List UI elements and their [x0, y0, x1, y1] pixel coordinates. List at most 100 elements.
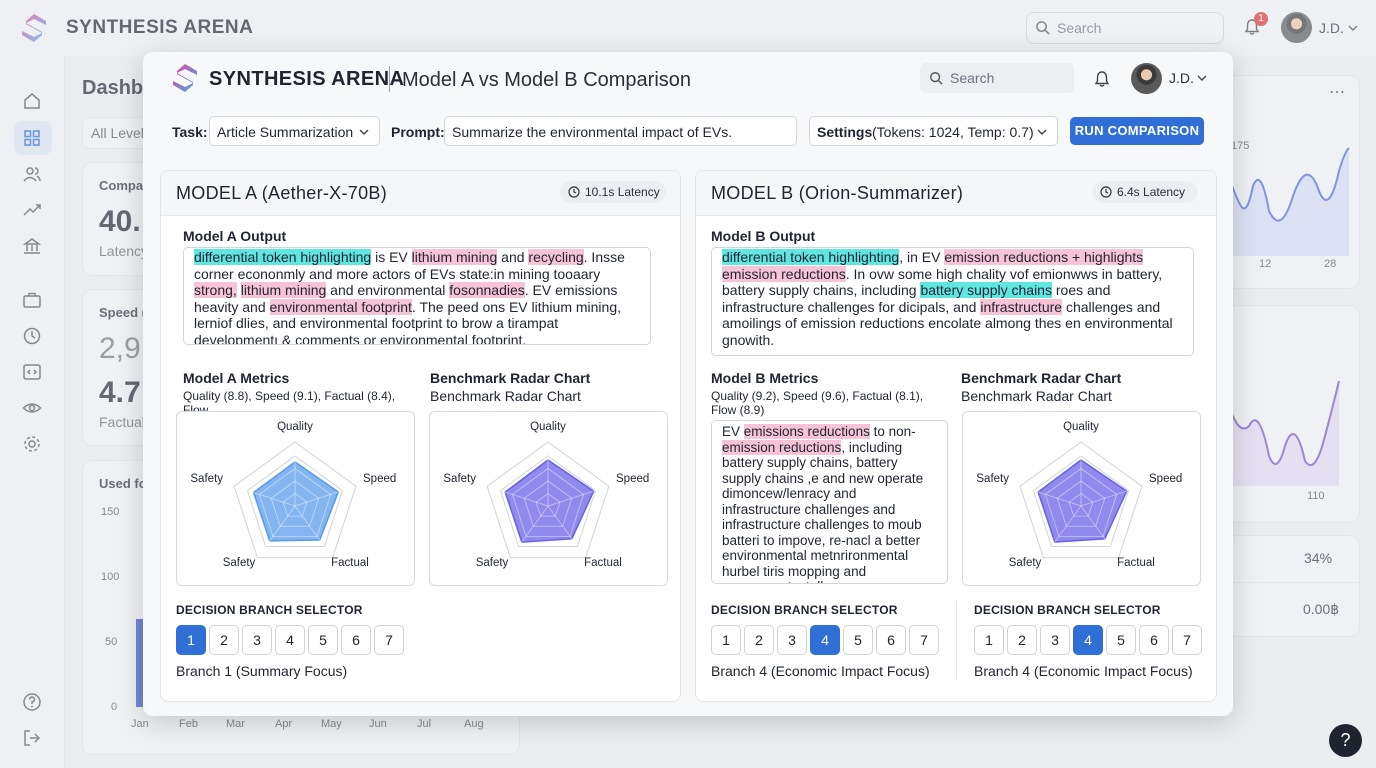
- model-a-branch-text: Branch 1 (Summary Focus): [176, 663, 348, 679]
- radar-axis-label: Safety: [1009, 557, 1042, 569]
- radar-axis-label: Safety: [190, 473, 223, 485]
- radar-grid-ring: [486, 441, 610, 559]
- model-b-branch2-text: Branch 4 (Economic Impact Focus): [974, 663, 1193, 679]
- branch-button-2[interactable]: 2: [209, 625, 239, 655]
- x-tick: Apr: [275, 718, 293, 730]
- branch-button-7[interactable]: 7: [374, 625, 404, 655]
- title-divider: [389, 66, 390, 92]
- x-tick: Jun: [369, 718, 387, 730]
- eye-icon[interactable]: [22, 398, 42, 418]
- x-tick: Feb: [179, 718, 198, 730]
- notification-badge: 1: [1254, 12, 1268, 26]
- model-b-output-textarea[interactable]: differential token highlighting, in EV e…: [711, 247, 1194, 356]
- logout-icon[interactable]: [22, 728, 42, 748]
- user-name[interactable]: J.D.: [1319, 20, 1344, 36]
- highlighted-token: strong,: [194, 282, 237, 298]
- more-icon[interactable]: ⋯: [1329, 84, 1345, 101]
- task-label: Task:: [172, 124, 208, 140]
- branch-button-3[interactable]: 3: [242, 625, 272, 655]
- branch-button-1[interactable]: 1: [711, 625, 741, 655]
- output-text: . In ovw some high chality vof emionwws …: [722, 265, 1163, 299]
- branch-button-5[interactable]: 5: [843, 625, 873, 655]
- branch-button-2[interactable]: 2: [744, 625, 774, 655]
- prompt-input[interactable]: Summarize the environmental impact of EV…: [444, 116, 797, 146]
- user-name[interactable]: J.D.: [1169, 70, 1194, 86]
- clock-icon: [568, 186, 580, 198]
- y-tick: 100: [101, 571, 120, 583]
- radar-axis-line: [294, 490, 343, 507]
- model-a-output-textarea[interactable]: differential token highlighting is EV li…: [183, 247, 651, 345]
- code-icon[interactable]: [22, 362, 42, 382]
- radar-axis-line: [1080, 505, 1111, 547]
- modal-search-input[interactable]: Search: [920, 63, 1074, 93]
- chevron-down-icon[interactable]: [1348, 24, 1358, 32]
- model-a-benchmark-radar-chart: Quality Speed Factual Safety Safety: [443, 421, 649, 569]
- branch-button-7[interactable]: 7: [909, 625, 939, 655]
- clock-icon[interactable]: [22, 326, 42, 346]
- branch-button-5[interactable]: 5: [1106, 625, 1136, 655]
- card-label: Speed (: [99, 305, 146, 320]
- branch-button-4[interactable]: 4: [1073, 625, 1103, 655]
- highlighted-token: battery supply chains: [920, 282, 1052, 298]
- settings-select[interactable]: Settings (Tokens: 1024, Temp: 0.7): [809, 116, 1058, 146]
- x-tick: Jan: [131, 718, 149, 730]
- users-icon[interactable]: [22, 164, 42, 184]
- branch-button-3[interactable]: 3: [777, 625, 807, 655]
- trend-line: [1229, 147, 1350, 256]
- avatar[interactable]: [1281, 12, 1312, 43]
- branch-button-1[interactable]: 1: [176, 625, 206, 655]
- branch-button-2[interactable]: 2: [1007, 625, 1037, 655]
- help-button[interactable]: ?: [1329, 724, 1362, 757]
- radar-grid-ring: [1019, 441, 1143, 559]
- grid-icon[interactable]: [22, 128, 42, 148]
- level-filter[interactable]: All Level: [82, 117, 154, 149]
- clock-icon: [1100, 186, 1112, 198]
- branch-button-6[interactable]: 6: [1139, 625, 1169, 655]
- briefcase-icon[interactable]: [22, 290, 42, 310]
- search-placeholder: Search: [950, 70, 995, 86]
- output-text: , including battery supply chains, batte…: [722, 439, 924, 584]
- radar-axis-line: [247, 490, 296, 507]
- bank-icon[interactable]: [22, 236, 42, 256]
- help-circle-icon[interactable]: [22, 692, 42, 712]
- x-tick: Mar: [226, 718, 245, 730]
- output-text: is EV: [371, 249, 412, 265]
- trend-card: ⋯ 175 12 28: [1228, 75, 1360, 289]
- bell-icon[interactable]: [1093, 70, 1111, 88]
- task-select[interactable]: Article Summarization: [209, 116, 380, 146]
- branch-button-4[interactable]: 4: [275, 625, 305, 655]
- branch-button-6[interactable]: 6: [876, 625, 906, 655]
- branch-button-1[interactable]: 1: [974, 625, 1004, 655]
- model-b-radar-chart: Quality Speed Factual Safety Safety: [976, 421, 1182, 569]
- search-placeholder: Search: [1057, 20, 1102, 36]
- radar-axis-label: Speed: [1149, 473, 1182, 485]
- stat-value: 34%: [1304, 550, 1333, 566]
- model-b-radar-label: Benchmark Radar Chart: [961, 370, 1122, 386]
- radar-axis-line: [500, 490, 549, 507]
- card-sub: Latency: [99, 243, 149, 259]
- highlighted-token: emissions reductions: [743, 424, 870, 439]
- task-select-value: Article Summarization: [217, 124, 354, 140]
- radar-axis-label: Factual: [331, 557, 369, 569]
- chevron-down-icon[interactable]: [1197, 74, 1207, 82]
- search-input[interactable]: Search: [1026, 12, 1224, 44]
- branch-button-7[interactable]: 7: [1172, 625, 1202, 655]
- prompt-input-value: Summarize the environmental impact of EV…: [452, 124, 733, 140]
- avatar[interactable]: [1131, 63, 1162, 94]
- model-b-detail-textarea[interactable]: EV emissions reductions to non-emission …: [711, 420, 948, 584]
- model-b-radar-box: Quality Speed Factual Safety Safety: [962, 411, 1201, 586]
- branch-button-3[interactable]: 3: [1040, 625, 1070, 655]
- model-a-radar-label: Benchmark Radar Chart: [430, 370, 591, 386]
- gear-icon[interactable]: [22, 434, 42, 454]
- home-icon[interactable]: [22, 91, 42, 111]
- radar-axis-label: Quality: [277, 421, 313, 433]
- run-comparison-button[interactable]: RUN COMPARISON: [1070, 117, 1204, 145]
- branch-button-5[interactable]: 5: [308, 625, 338, 655]
- model-a-output-label: Model A Output: [183, 228, 287, 244]
- card-value: 4.7: [99, 376, 141, 409]
- trend-icon[interactable]: [22, 200, 42, 220]
- radar-grid-ring: [1044, 468, 1118, 537]
- branch-button-6[interactable]: 6: [341, 625, 371, 655]
- branch-button-4[interactable]: 4: [810, 625, 840, 655]
- model-a-branch-label: DECISION BRANCH SELECTOR: [176, 603, 363, 617]
